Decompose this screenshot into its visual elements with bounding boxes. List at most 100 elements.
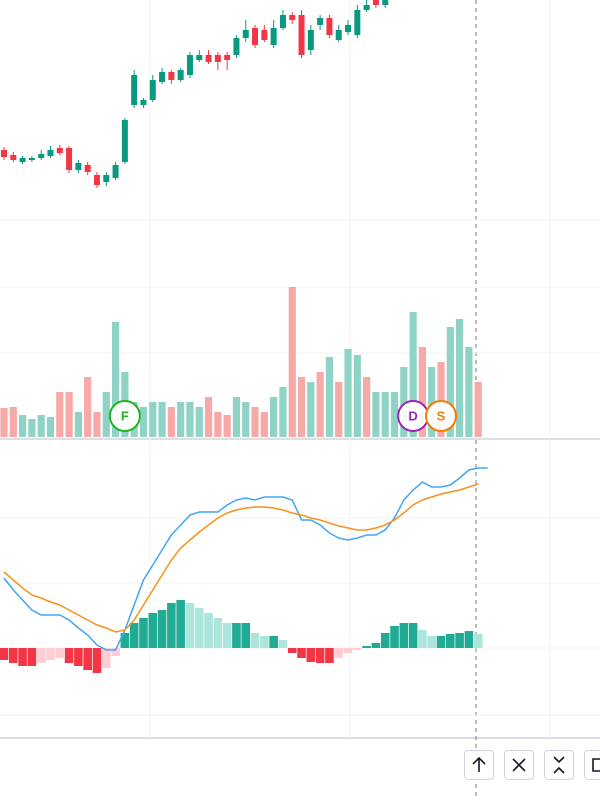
candle-body bbox=[345, 25, 352, 32]
histogram-bar bbox=[120, 633, 130, 648]
candle-body bbox=[47, 150, 54, 156]
candle-body bbox=[224, 55, 231, 60]
candle-body bbox=[372, 0, 379, 5]
volume-bar bbox=[93, 412, 101, 437]
histogram-bar bbox=[362, 646, 371, 648]
histogram-bar bbox=[446, 634, 455, 648]
histogram-bar bbox=[64, 648, 74, 663]
scroll-up-button[interactable] bbox=[464, 750, 494, 780]
volume-bar bbox=[372, 392, 380, 437]
candle-body bbox=[121, 120, 128, 162]
candle-body bbox=[242, 30, 249, 38]
volume-bar bbox=[84, 377, 92, 437]
volume-bar bbox=[381, 392, 389, 437]
candle-body bbox=[149, 80, 156, 100]
candle-body bbox=[233, 38, 240, 55]
histogram-bar bbox=[380, 633, 390, 648]
collapse-button[interactable] bbox=[544, 750, 574, 780]
candle-body bbox=[186, 55, 193, 75]
histogram-bar bbox=[436, 636, 446, 648]
maximize-button[interactable] bbox=[584, 750, 600, 780]
volume-bar bbox=[307, 382, 315, 437]
volume-bar bbox=[297, 377, 306, 437]
candle-body bbox=[252, 28, 259, 45]
histogram-bar bbox=[353, 648, 362, 650]
histogram-bar bbox=[167, 603, 176, 648]
histogram-bar bbox=[18, 648, 27, 666]
histogram-bar bbox=[92, 648, 102, 673]
volume-bar bbox=[139, 407, 148, 437]
volume-bar bbox=[18, 415, 27, 437]
candle-body bbox=[307, 30, 314, 50]
volume-bar bbox=[446, 327, 454, 437]
volume-bar bbox=[177, 402, 185, 437]
volume-bar bbox=[465, 347, 473, 437]
histogram-bar bbox=[213, 618, 223, 648]
volume-bar bbox=[316, 372, 324, 437]
volume-bar bbox=[344, 349, 352, 437]
volume-bar bbox=[214, 412, 222, 437]
histogram-bar bbox=[343, 648, 353, 653]
histogram-bar bbox=[204, 613, 213, 648]
histogram-bar bbox=[36, 648, 46, 663]
candle-body bbox=[38, 154, 45, 158]
volume-bar bbox=[279, 387, 287, 437]
volume-bar bbox=[353, 355, 361, 437]
histogram-bar bbox=[139, 618, 148, 648]
close-button[interactable] bbox=[504, 750, 534, 780]
volume-bar bbox=[335, 382, 343, 437]
histogram-bar bbox=[194, 608, 204, 648]
histogram-bar bbox=[46, 648, 55, 660]
volume-bar bbox=[325, 357, 334, 437]
candle-body bbox=[168, 72, 175, 80]
histogram-bar bbox=[185, 603, 195, 648]
volume-bar bbox=[111, 322, 120, 437]
histogram-bar bbox=[278, 640, 288, 648]
volume-bar bbox=[204, 397, 213, 437]
volume-bar bbox=[363, 377, 371, 437]
candle-body bbox=[56, 148, 63, 153]
histogram-bar bbox=[241, 623, 251, 648]
indicator-line bbox=[3, 467, 488, 651]
histogram-bar bbox=[176, 600, 185, 648]
icon bbox=[512, 758, 526, 772]
volume-bar bbox=[260, 412, 268, 437]
candle-body bbox=[177, 70, 184, 80]
candle-body bbox=[19, 158, 26, 162]
histogram-bar bbox=[455, 633, 464, 648]
candle-body bbox=[326, 18, 333, 35]
candle-body bbox=[140, 100, 147, 105]
candle-body bbox=[317, 18, 324, 25]
histogram-bar bbox=[260, 636, 269, 648]
candle-body bbox=[335, 30, 342, 40]
volume-bar bbox=[437, 362, 445, 437]
volume-bar bbox=[158, 402, 166, 437]
histogram-bar bbox=[129, 623, 139, 648]
candle-body bbox=[261, 30, 268, 40]
candle-body bbox=[279, 15, 286, 28]
volume-bar bbox=[28, 419, 36, 437]
histogram-bar bbox=[427, 636, 437, 648]
histogram-bar bbox=[232, 623, 241, 648]
histogram-bar bbox=[222, 623, 232, 648]
volume-bar bbox=[186, 402, 194, 437]
histogram-bar bbox=[0, 648, 9, 660]
histogram-bar bbox=[399, 623, 409, 648]
volume-bar bbox=[223, 415, 231, 437]
volume-bar bbox=[390, 392, 399, 437]
volume-bar bbox=[167, 407, 175, 437]
candle-body bbox=[270, 28, 277, 45]
volume-bar bbox=[74, 412, 82, 437]
candle-body bbox=[196, 55, 203, 60]
candle-body bbox=[131, 75, 138, 105]
event-label: F bbox=[121, 408, 129, 423]
volume-bar bbox=[0, 408, 8, 437]
icon bbox=[553, 756, 565, 774]
volume-bar bbox=[428, 367, 436, 437]
candle-body bbox=[214, 55, 221, 62]
volume-bar bbox=[102, 392, 110, 437]
candle-body bbox=[382, 0, 389, 5]
histogram-bar bbox=[27, 648, 37, 666]
histogram-bar bbox=[83, 648, 92, 670]
histogram-bar bbox=[315, 648, 325, 663]
